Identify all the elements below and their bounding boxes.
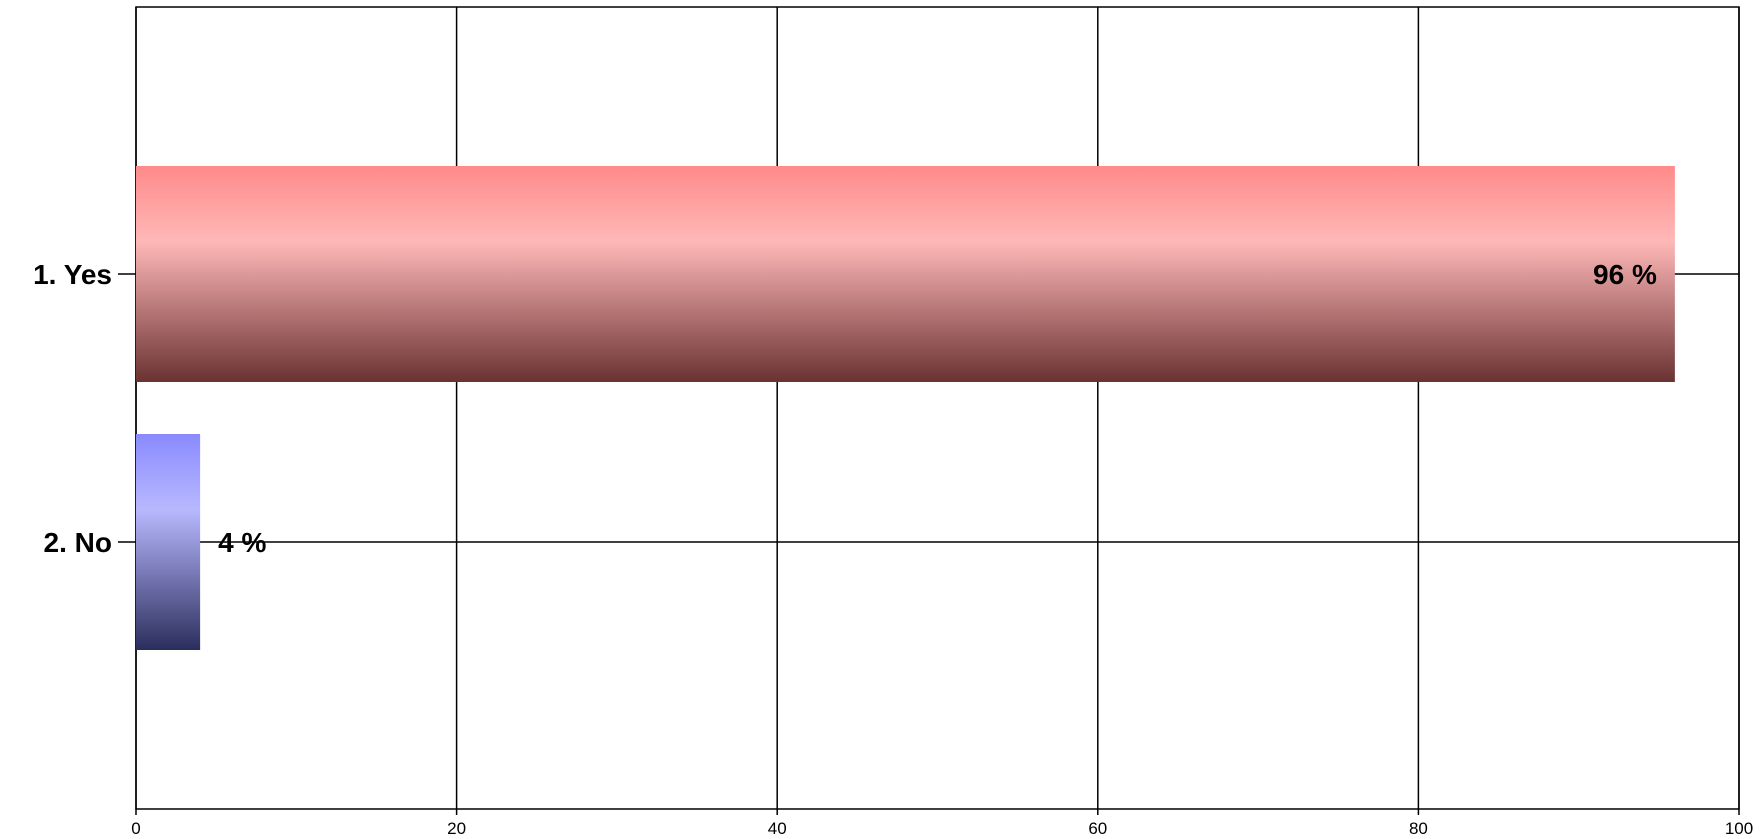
bars — [136, 166, 1675, 650]
category-label: 1. Yes — [33, 259, 112, 290]
data-label: 4 % — [218, 527, 266, 558]
bar-1 — [136, 166, 1675, 382]
x-tick-label: 40 — [768, 819, 787, 838]
bar-2 — [136, 434, 201, 650]
x-tick-label: 100 — [1725, 819, 1753, 838]
x-tick-label: 0 — [131, 819, 140, 838]
x-tick-label: 20 — [447, 819, 466, 838]
plot-border — [135, 6, 1740, 810]
x-tick-label: 60 — [1088, 819, 1107, 838]
category-label: 2. No — [44, 527, 112, 558]
grid-lines — [118, 6, 1740, 815]
data-label: 96 % — [1593, 259, 1657, 290]
labels: 0 20 40 60 80 100 1. Yes 96 % 2. No 4 % — [33, 259, 1753, 838]
x-tick-label: 80 — [1409, 819, 1428, 838]
